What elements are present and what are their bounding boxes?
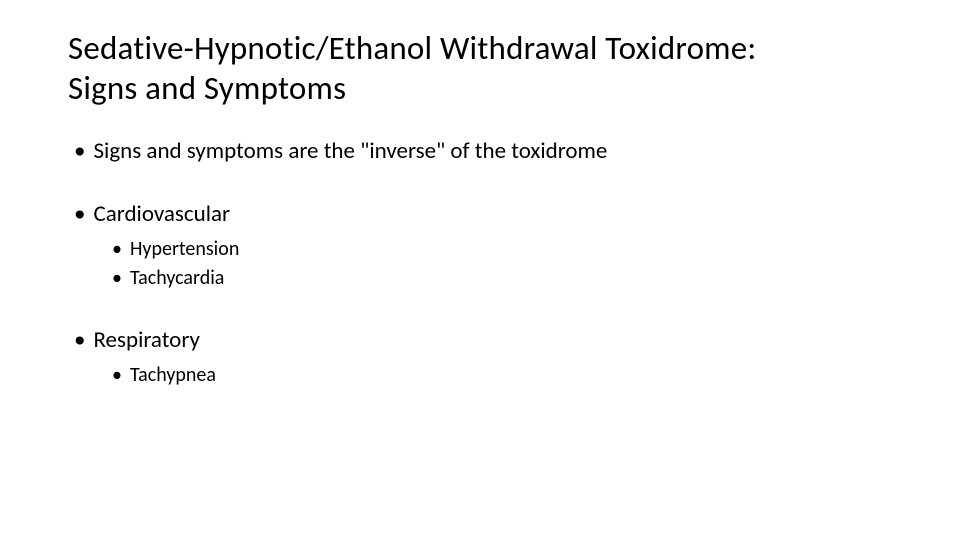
bullet-icon: • [112,362,122,389]
slide: Sedative-Hypnotic/Ethanol Withdrawal Tox… [0,0,960,540]
intro-bullet-text: Signs and symptoms are the "inverse" of … [93,137,607,167]
list-item-text: Tachycardia [130,265,224,292]
list-item-text: Tachypnea [130,362,216,389]
section-heading: • Respiratory [74,326,900,356]
list-item: • Hypertension [112,236,900,263]
title-line-1: Sedative-Hypnotic/Ethanol Withdrawal Tox… [68,28,756,68]
list-item: • Tachycardia [112,265,900,292]
title-line-2: Signs and Symptoms [68,68,346,108]
bullet-icon: • [74,137,85,167]
intro-bullet: • Signs and symptoms are the "inverse" o… [74,137,900,167]
bullet-icon: • [74,200,85,230]
bullet-icon: • [74,326,85,356]
section-cardiovascular: • Cardiovascular • Hypertension • Tachyc… [68,200,900,292]
section-heading-text: Cardiovascular [93,200,230,230]
bullet-icon: • [112,265,122,292]
section-heading-text: Respiratory [93,326,199,356]
section-respiratory: • Respiratory • Tachypnea [68,326,900,389]
bullet-icon: • [112,236,122,263]
list-item-text: Hypertension [130,236,239,263]
list-item: • Tachypnea [112,362,900,389]
slide-title: Sedative-Hypnotic/Ethanol Withdrawal Tox… [68,28,900,109]
section-heading: • Cardiovascular [74,200,900,230]
